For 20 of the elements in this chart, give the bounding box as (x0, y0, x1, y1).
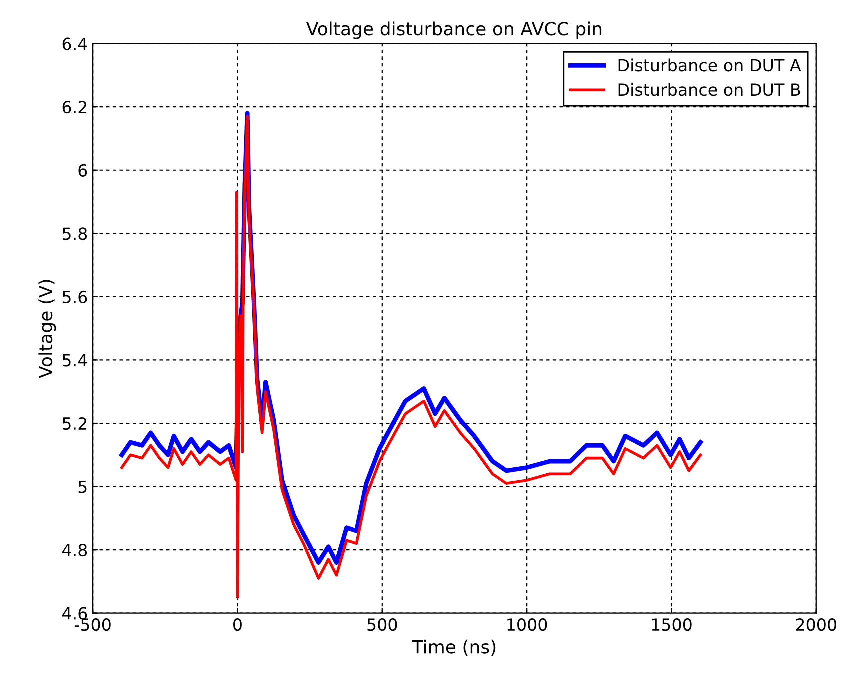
y-axis-title: Voltage (V) (38, 280, 56, 378)
x-tick-label: 1500 (652, 618, 692, 632)
y-tick-label: 4.8 (62, 544, 88, 557)
x-tick-label: 1000 (508, 618, 548, 632)
y-tick-label: 6.4 (62, 38, 88, 50)
x-tick-label: 2000 (796, 618, 836, 632)
x-axis-title: Time (ns) (412, 640, 496, 656)
y-tick-label: 5.2 (62, 417, 87, 430)
x-tick-label: 0 (234, 618, 242, 632)
chart-title: Voltage disturbance on AVCC pin (306, 22, 602, 40)
y-tick-label: 5.6 (62, 290, 88, 304)
legend-label: Disturbance on DUT A (618, 58, 802, 72)
y-tick-label: 5 (78, 480, 87, 494)
legend-label: Disturbance on DUT B (618, 83, 800, 96)
y-tick-label: 6 (78, 164, 88, 177)
y-tick-label: 5.4 (62, 354, 88, 367)
x-tick-label: 500 (368, 618, 398, 632)
y-tick-label: 6.2 (62, 101, 87, 114)
y-tick-label: 5.8 (62, 228, 88, 240)
y-tick-label: 4.6 (62, 607, 88, 620)
